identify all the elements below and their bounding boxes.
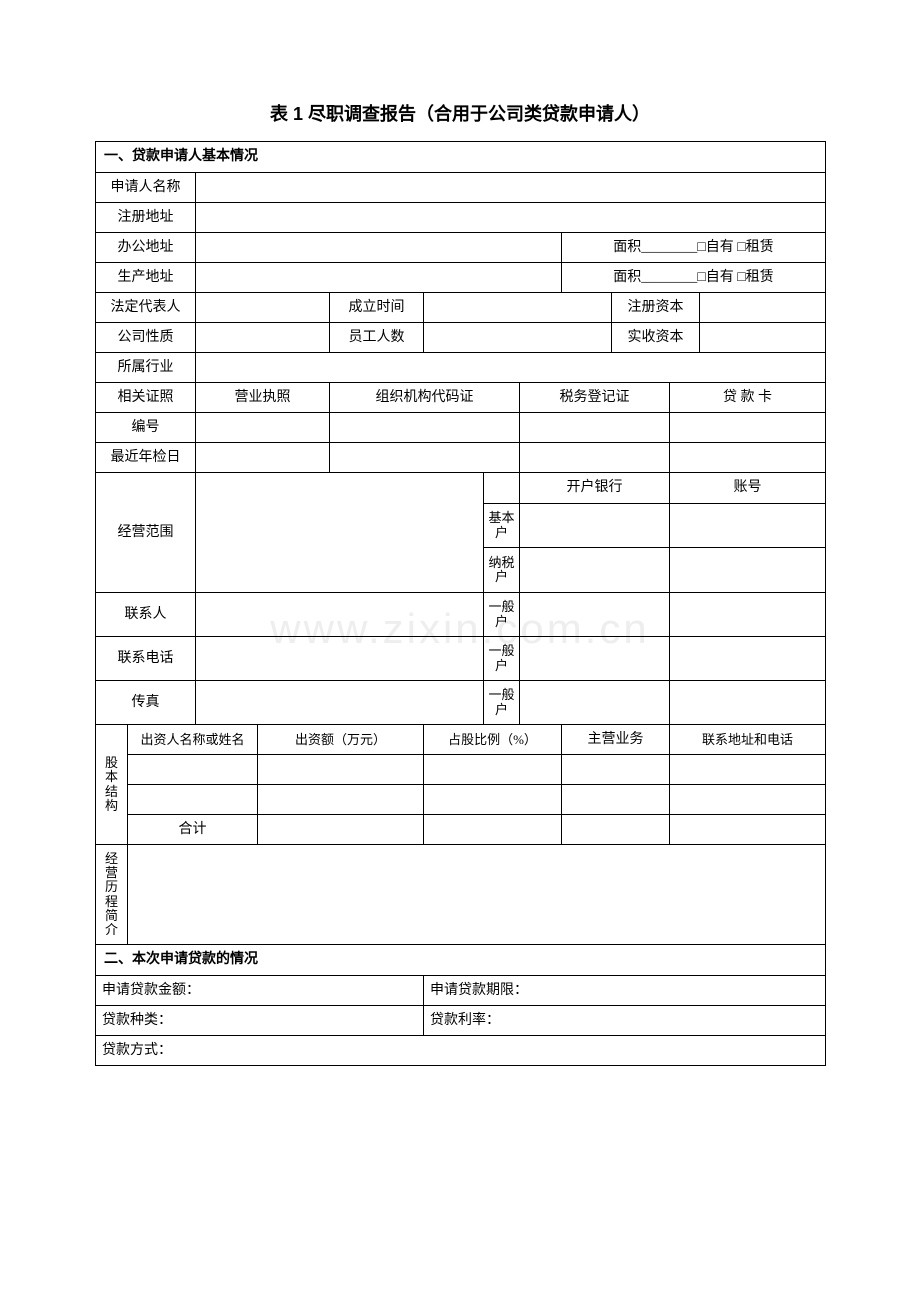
legal-rep-label: 法定代表人 <box>96 293 196 323</box>
total-contact <box>670 815 826 845</box>
invest-amount-label: 出资额（万元） <box>258 725 424 755</box>
history-field[interactable] <box>128 845 826 945</box>
biz-license-label: 营业执照 <box>196 383 330 413</box>
reg-addr-field[interactable] <box>196 203 826 233</box>
biz-license-date[interactable] <box>196 443 330 473</box>
biz-scope-label: 经营范围 <box>96 473 196 593</box>
loan-card-label: 贷 款 卡 <box>670 383 826 413</box>
office-addr-label: 办公地址 <box>96 233 196 263</box>
office-area-field[interactable]: 面积________□自有 □租赁 <box>562 233 826 263</box>
loan-type-cell[interactable]: 贷款种类： <box>96 1006 424 1036</box>
reg-addr-label: 注册地址 <box>96 203 196 233</box>
office-addr-field[interactable] <box>196 233 562 263</box>
loan-application-table: 一、贷款申请人基本情况 申请人名称 注册地址 办公地址 面积________□自… <box>95 141 826 1066</box>
loan-card-number[interactable] <box>670 413 826 443</box>
contact-addr-label: 联系地址和电话 <box>670 725 826 755</box>
legal-rep-field[interactable] <box>196 293 330 323</box>
tax-reg-date[interactable] <box>520 443 670 473</box>
reg-capital-field[interactable] <box>700 293 826 323</box>
tax-acct-field[interactable] <box>670 548 826 593</box>
org-code-date[interactable] <box>330 443 520 473</box>
company-nature-field[interactable] <box>196 323 330 353</box>
loan-term-cell[interactable]: 申请贷款期限： <box>424 976 826 1006</box>
loan-rate-cell[interactable]: 贷款利率： <box>424 1006 826 1036</box>
org-code-number[interactable] <box>330 413 520 443</box>
empty1 <box>484 473 520 504</box>
account-label: 账号 <box>670 473 826 504</box>
phone-field[interactable] <box>196 637 484 681</box>
licenses-label: 相关证照 <box>96 383 196 413</box>
investor1-name[interactable] <box>128 755 258 785</box>
gen-acct3-field[interactable] <box>670 681 826 725</box>
investor2-ratio[interactable] <box>424 785 562 815</box>
contact-label: 联系人 <box>96 593 196 637</box>
gen-acct1-field[interactable] <box>670 593 826 637</box>
tax-reg-label: 税务登记证 <box>520 383 670 413</box>
investor2-contact[interactable] <box>670 785 826 815</box>
fax-label: 传真 <box>96 681 196 725</box>
investor2-biz[interactable] <box>562 785 670 815</box>
reg-capital-label: 注册资本 <box>612 293 700 323</box>
investor-name-label: 出资人名称或姓名 <box>128 725 258 755</box>
employees-field[interactable] <box>424 323 612 353</box>
tax-acct-label: 纳税户 <box>484 548 520 593</box>
gen-acct1-label: 一般户 <box>484 593 520 637</box>
found-date-label: 成立时间 <box>330 293 424 323</box>
paid-capital-field[interactable] <box>700 323 826 353</box>
loan-method-cell[interactable]: 贷款方式： <box>96 1036 826 1066</box>
loan-card-date[interactable] <box>670 443 826 473</box>
basic-acct-label: 基本户 <box>484 503 520 548</box>
prod-addr-field[interactable] <box>196 263 562 293</box>
page-title: 表 1 尽职调查报告（合用于公司类贷款申请人） <box>95 100 825 126</box>
contact-field[interactable] <box>196 593 484 637</box>
number-label: 编号 <box>96 413 196 443</box>
phone-label: 联系电话 <box>96 637 196 681</box>
biz-license-number[interactable] <box>196 413 330 443</box>
inspection-label: 最近年检日 <box>96 443 196 473</box>
investor1-contact[interactable] <box>670 755 826 785</box>
total-amount[interactable] <box>258 815 424 845</box>
total-ratio[interactable] <box>424 815 562 845</box>
equity-label: 股本结构 <box>96 725 128 845</box>
applicant-name-label: 申请人名称 <box>96 173 196 203</box>
employees-label: 员工人数 <box>330 323 424 353</box>
industry-field[interactable] <box>196 353 826 383</box>
basic-bank-field[interactable] <box>520 503 670 548</box>
basic-acct-field[interactable] <box>670 503 826 548</box>
company-nature-label: 公司性质 <box>96 323 196 353</box>
gen-acct2-label: 一般户 <box>484 637 520 681</box>
org-code-label: 组织机构代码证 <box>330 383 520 413</box>
gen-acct2-field[interactable] <box>670 637 826 681</box>
total-label: 合计 <box>128 815 258 845</box>
prod-area-field[interactable]: 面积________□自有 □租赁 <box>562 263 826 293</box>
paid-capital-label: 实收资本 <box>612 323 700 353</box>
gen-acct3-label: 一般户 <box>484 681 520 725</box>
industry-label: 所属行业 <box>96 353 196 383</box>
biz-scope-field[interactable] <box>196 473 484 593</box>
gen-bank2-field[interactable] <box>520 637 670 681</box>
prod-addr-label: 生产地址 <box>96 263 196 293</box>
main-biz-label: 主营业务 <box>562 725 670 755</box>
total-biz <box>562 815 670 845</box>
investor1-amount[interactable] <box>258 755 424 785</box>
loan-amount-cell[interactable]: 申请贷款金额： <box>96 976 424 1006</box>
investor2-amount[interactable] <box>258 785 424 815</box>
tax-reg-number[interactable] <box>520 413 670 443</box>
investor1-biz[interactable] <box>562 755 670 785</box>
section1-header: 一、贷款申请人基本情况 <box>96 142 826 173</box>
investor1-ratio[interactable] <box>424 755 562 785</box>
share-ratio-label: 占股比例（%） <box>424 725 562 755</box>
gen-bank1-field[interactable] <box>520 593 670 637</box>
applicant-name-field[interactable] <box>196 173 826 203</box>
tax-bank-field[interactable] <box>520 548 670 593</box>
bank-label: 开户银行 <box>520 473 670 504</box>
found-date-field[interactable] <box>424 293 612 323</box>
investor2-name[interactable] <box>128 785 258 815</box>
gen-bank3-field[interactable] <box>520 681 670 725</box>
section2-header: 二、本次申请贷款的情况 <box>96 945 826 976</box>
fax-field[interactable] <box>196 681 484 725</box>
history-label: 经营历程简介 <box>96 845 128 945</box>
